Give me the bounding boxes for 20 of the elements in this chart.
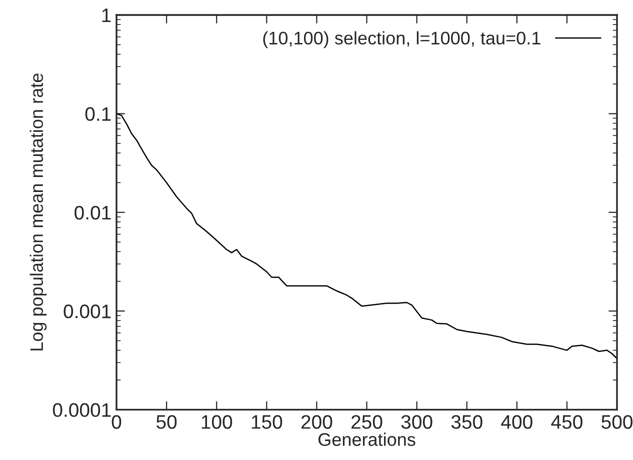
y-tick-label: 0.0001: [52, 403, 111, 417]
x-tick-label: 400: [501, 415, 532, 429]
x-tick-label: 200: [301, 415, 332, 429]
x-tick-label: 0: [112, 415, 122, 429]
y-tick-label: 1: [102, 8, 111, 22]
y-tick-label: 0.001: [64, 304, 111, 318]
y-tick-label: 0.01: [74, 206, 111, 220]
x-tick-label: 50: [156, 415, 177, 429]
x-tick-label: 500: [602, 415, 632, 429]
legend-label: (10,100) selection, l=1000, tau=0.1: [263, 31, 540, 48]
x-tick-label: 300: [401, 415, 432, 429]
y-axis-title: Log population mean mutation rate: [30, 74, 47, 350]
x-axis-title: Generations: [318, 432, 416, 446]
x-tick-label: 100: [202, 415, 232, 429]
line-series: [116, 113, 617, 360]
x-tick-label: 450: [551, 415, 582, 429]
x-tick-label: 350: [451, 415, 482, 429]
y-tick-label: 0.1: [85, 107, 111, 121]
x-tick-label: 150: [252, 415, 282, 429]
x-tick-label: 250: [352, 415, 382, 429]
